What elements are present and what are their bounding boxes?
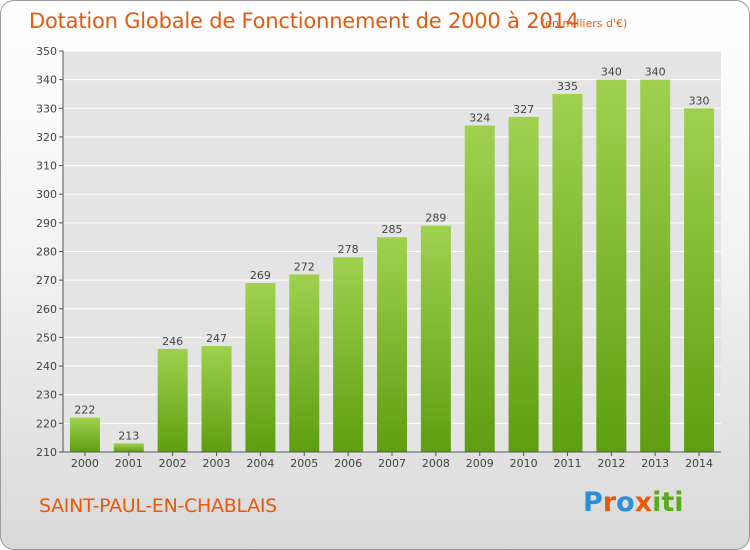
x-tick-label: 2005 (290, 457, 318, 470)
y-tick-label: 220 (36, 417, 57, 430)
logo-letter: x (634, 487, 653, 518)
data-label: 213 (118, 429, 139, 442)
y-tick-label: 310 (36, 160, 57, 173)
y-tick-label: 350 (36, 45, 57, 58)
bar (552, 93, 583, 452)
y-tick-label: 270 (36, 274, 57, 287)
chart-title: Dotation Globale de Fonctionnement de 20… (29, 9, 579, 33)
bar (69, 417, 100, 452)
x-tick-label: 2003 (203, 457, 231, 470)
logo-letter: o (616, 487, 635, 518)
bar (464, 125, 495, 452)
bar (640, 79, 671, 453)
y-tick-label: 240 (36, 360, 57, 373)
data-label: 340 (601, 66, 622, 79)
data-label: 285 (382, 223, 403, 236)
y-tick-label: 210 (36, 446, 57, 459)
x-tick-label: 2012 (597, 457, 625, 470)
x-tick-label: 2010 (510, 457, 538, 470)
y-tick-label: 320 (36, 131, 57, 144)
x-tick-label: 2013 (641, 457, 669, 470)
data-label: 269 (250, 269, 271, 282)
y-tick-label: 340 (36, 74, 57, 87)
data-label: 324 (469, 111, 490, 124)
data-label: 340 (645, 66, 666, 79)
logo-letter: r (602, 487, 617, 518)
bar (201, 346, 232, 452)
y-tick-label: 290 (36, 217, 57, 230)
y-tick-label: 300 (36, 188, 57, 201)
bar (508, 116, 539, 452)
y-tick-label: 260 (36, 303, 57, 316)
bar (377, 237, 407, 452)
data-labels: 222 213 246 247 269 272 278 285 289 324 327 335 340 3… (74, 66, 709, 443)
bar (333, 257, 364, 452)
data-label: 330 (689, 94, 710, 107)
x-tick-label: 2008 (422, 457, 450, 470)
x-tick-label: 2002 (159, 457, 187, 470)
data-label: 335 (557, 80, 578, 93)
y-tick-label: 250 (36, 331, 57, 344)
data-label: 272 (294, 260, 315, 273)
x-tick-label: 2000 (71, 457, 99, 470)
bar (245, 283, 276, 452)
bar (157, 348, 188, 452)
y-tick-labels: 210 220 230 240 250 260 270 280 290 300 310 320 330 3… (36, 45, 57, 459)
x-tick-labels: 2000 2001 2002 2003 2004 2005 2006 2007 2008 2009… (71, 457, 713, 470)
chart-unit: (en milliers d'€) (541, 17, 628, 30)
x-tick-label: 2004 (246, 457, 274, 470)
data-label: 247 (206, 332, 227, 345)
y-tick-label: 230 (36, 389, 57, 402)
bar (684, 108, 715, 453)
y-tick-label: 330 (36, 102, 57, 115)
logo-letter: P (583, 487, 603, 518)
x-tick-label: 2006 (334, 457, 362, 470)
x-tick-label: 2001 (115, 457, 143, 470)
bar (596, 79, 627, 453)
proxiti-logo: Proxiti (583, 487, 684, 518)
logo-letter: t (661, 487, 675, 518)
logo-letter: i (674, 487, 684, 518)
data-label: 327 (513, 103, 534, 116)
axes (59, 50, 721, 456)
data-label: 278 (338, 243, 359, 256)
x-tick-label: 2009 (466, 457, 494, 470)
data-label: 289 (425, 212, 446, 225)
data-label: 222 (74, 404, 95, 417)
logo-letter: i (652, 487, 662, 518)
y-tick-label: 280 (36, 246, 57, 259)
x-tick-label: 2011 (553, 457, 581, 470)
x-tick-label: 2007 (378, 457, 406, 470)
commune-name: SAINT-PAUL-EN-CHABLAIS (39, 495, 277, 517)
bar (420, 225, 451, 452)
bars (69, 79, 715, 453)
data-label: 246 (162, 335, 183, 348)
bar (289, 274, 320, 452)
x-tick-label: 2014 (685, 457, 713, 470)
bar (113, 443, 144, 452)
